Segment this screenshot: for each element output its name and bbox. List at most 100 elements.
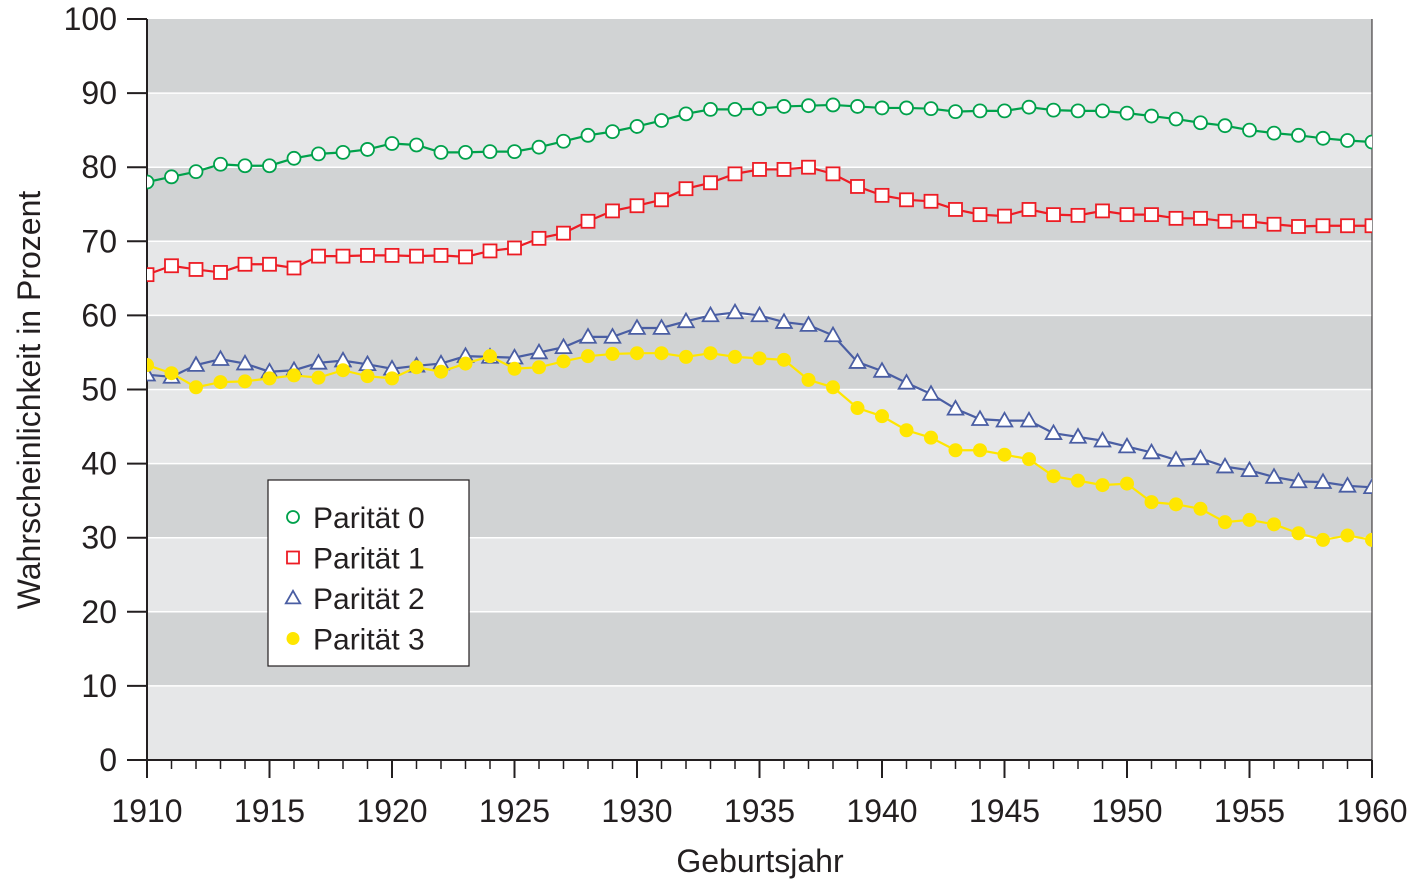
background-band	[147, 241, 1372, 316]
data-point	[482, 243, 498, 259]
data-point	[360, 247, 375, 263]
data-point	[189, 380, 203, 395]
data-series	[147, 97, 1372, 547]
data-point	[147, 267, 155, 283]
data-point	[507, 361, 522, 376]
x-tick-label: 1955	[1214, 793, 1285, 829]
data-point	[458, 144, 473, 160]
data-point	[507, 144, 522, 160]
data-point	[776, 99, 792, 114]
legend-label: Parität 3	[313, 624, 425, 657]
data-point	[703, 346, 718, 361]
legend-marker	[286, 510, 300, 524]
data-point	[186, 355, 206, 372]
data-point	[899, 192, 914, 208]
data-point	[652, 318, 671, 335]
data-point	[237, 256, 253, 272]
data-point	[529, 342, 549, 360]
data-point	[287, 368, 301, 383]
data-point	[1193, 210, 1208, 226]
data-point	[948, 443, 963, 458]
data-point	[1291, 127, 1306, 143]
data-point	[532, 360, 546, 375]
data-point	[1021, 202, 1037, 217]
data-point	[262, 158, 277, 174]
data-point	[605, 346, 620, 361]
data-point	[556, 133, 571, 149]
data-point	[335, 144, 351, 160]
y-tick-label: 10	[81, 668, 117, 704]
data-point	[1291, 526, 1306, 541]
legend-marker	[284, 588, 302, 605]
data-point	[997, 208, 1012, 224]
data-point	[727, 102, 743, 117]
data-point	[1364, 218, 1372, 234]
data-point	[581, 349, 595, 364]
data-point	[997, 447, 1012, 462]
legend-label: Parität 0	[313, 502, 425, 535]
data-point	[750, 305, 769, 323]
data-point	[409, 137, 424, 153]
data-point	[629, 119, 645, 134]
series-parit-t-1	[147, 159, 1372, 283]
data-point	[1362, 477, 1372, 495]
x-tick-label: 1925	[479, 793, 550, 829]
data-point	[1340, 133, 1355, 148]
data-point	[1340, 528, 1355, 543]
data-point	[1291, 219, 1306, 234]
x-tick-label: 1915	[234, 793, 305, 829]
data-point	[970, 409, 990, 426]
data-point	[213, 265, 228, 280]
data-point	[850, 99, 865, 114]
data-point	[336, 363, 350, 378]
data-point	[1217, 213, 1233, 229]
data-point	[1044, 423, 1063, 440]
x-tick-label: 1960	[1336, 793, 1407, 829]
data-point	[1240, 460, 1259, 478]
data-point	[1168, 210, 1184, 226]
x-tick-label: 1920	[356, 793, 427, 829]
data-point	[1022, 452, 1036, 467]
data-point	[654, 113, 669, 128]
x-tick-label: 1910	[111, 793, 182, 829]
x-tick-label: 1930	[601, 793, 672, 829]
data-point	[531, 230, 547, 246]
data-point	[1169, 497, 1183, 512]
data-point	[678, 181, 694, 197]
data-point	[188, 164, 204, 180]
data-point	[211, 349, 230, 366]
y-tick-label: 40	[81, 446, 117, 482]
y-tick-label: 100	[64, 1, 117, 37]
data-point	[728, 349, 742, 364]
data-point	[1315, 218, 1331, 234]
data-point	[725, 302, 745, 320]
legend-marker	[286, 632, 300, 645]
data-point	[1364, 134, 1372, 150]
data-point	[286, 150, 302, 166]
data-point	[826, 380, 840, 395]
legend-box	[267, 479, 470, 667]
legend-marker	[286, 550, 300, 565]
data-point	[1144, 207, 1159, 223]
data-point	[777, 352, 791, 367]
y-tick-labels: 0 10 20 30 40 50 60 70 80 90 100	[64, 1, 117, 778]
data-point	[237, 158, 253, 174]
x-tick-labels: 1910 1915 1920 1925 1930 1935 1940 1945 1950 1955…	[111, 793, 1407, 829]
data-point	[213, 375, 228, 390]
y-tick-label: 30	[81, 520, 117, 556]
data-point	[433, 144, 449, 160]
data-point	[627, 318, 647, 335]
data-point	[605, 203, 620, 219]
x-tick-label: 1940	[846, 793, 917, 829]
data-point	[774, 312, 794, 329]
legend-label: Parität 2	[313, 583, 425, 616]
data-point	[531, 139, 547, 155]
data-point	[1191, 448, 1210, 466]
data-point	[875, 409, 889, 424]
data-point	[872, 361, 892, 378]
data-point	[752, 351, 767, 366]
data-point	[1119, 105, 1135, 121]
data-point	[899, 423, 914, 438]
data-point	[1071, 473, 1085, 488]
